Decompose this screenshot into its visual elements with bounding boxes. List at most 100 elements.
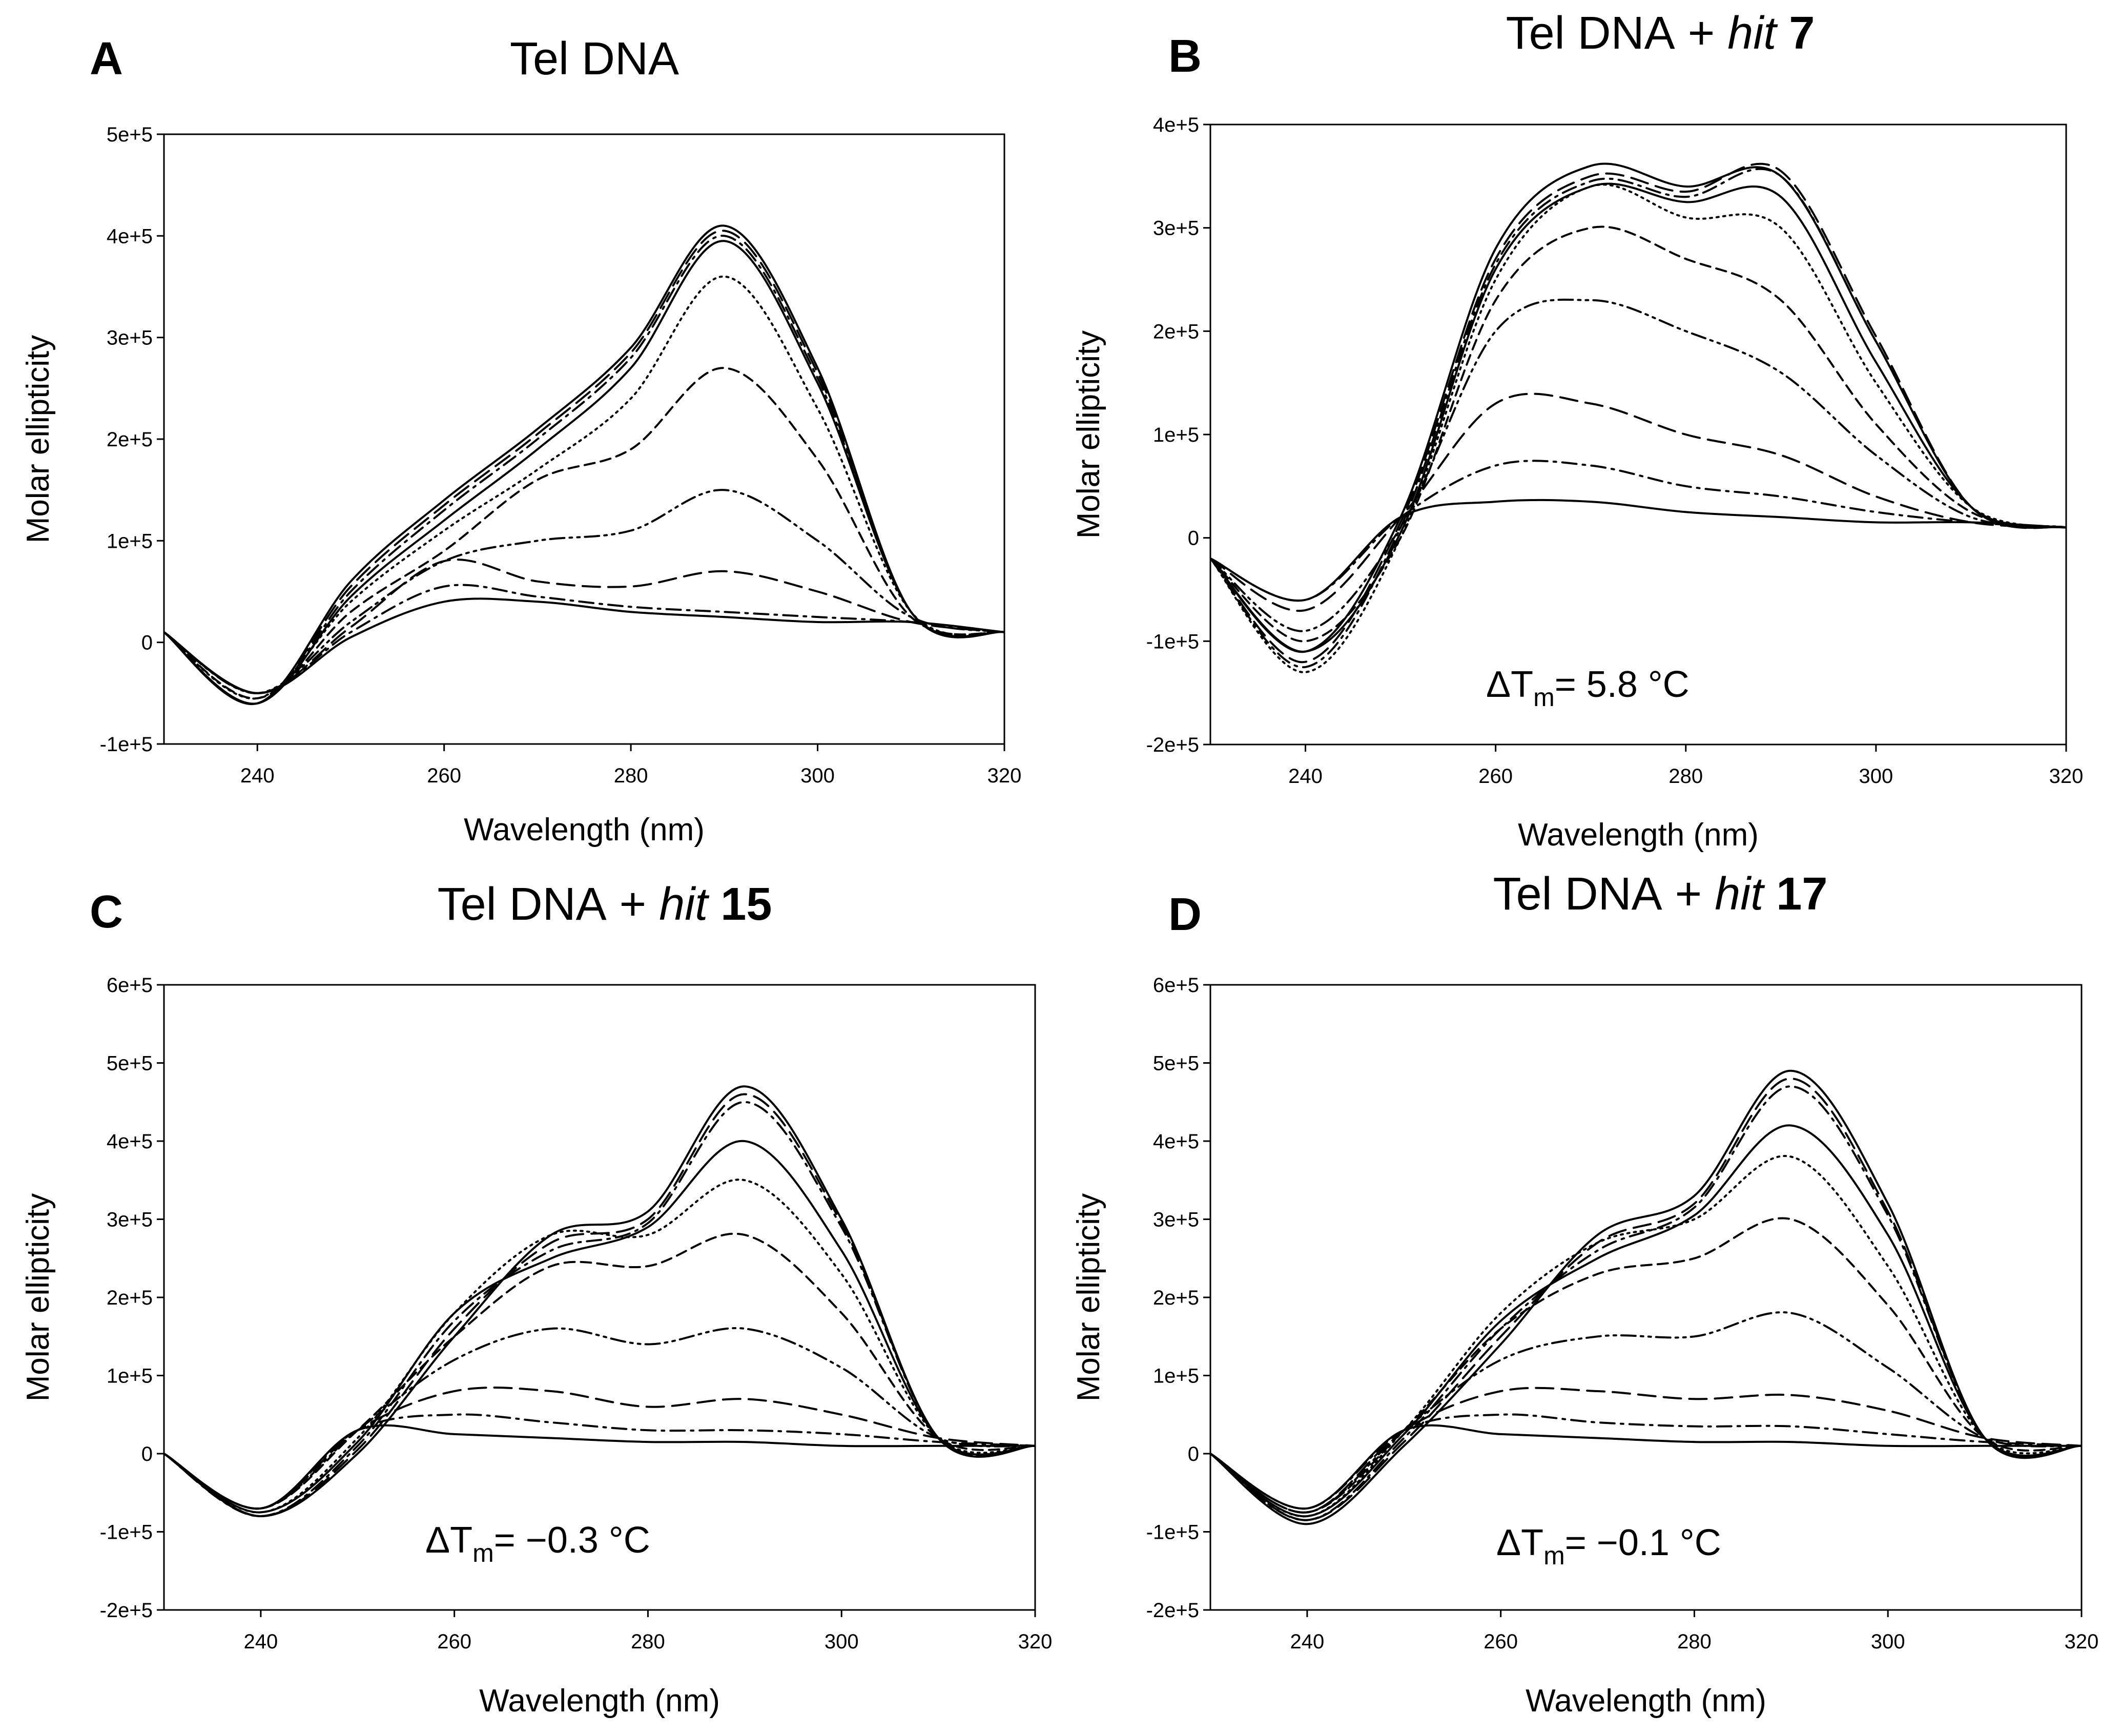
panel-d: D Tel DNA + hit 17 240 260 280 300 320 -2e+5 -1e… [1071, 869, 2098, 1719]
y-tick-label: 2e+5 [1153, 320, 1199, 343]
series-line-6 [1210, 225, 2066, 643]
panel-label: A [90, 33, 123, 85]
y-tick-label: 1e+5 [1153, 424, 1199, 446]
series-line-6 [164, 367, 1004, 699]
y-tick-label: 0 [141, 1443, 153, 1465]
x-tick-label: 280 [1668, 765, 1703, 788]
x-tick-label: 280 [1677, 1630, 1712, 1653]
series-line-5 [1210, 1155, 2082, 1518]
y-axis-label: Molar ellipticity [1071, 330, 1106, 539]
series-group [164, 1085, 1035, 1518]
y-tick-label: 5e+5 [107, 1052, 153, 1075]
series-line-10 [1210, 1424, 2082, 1510]
series-line-9 [1210, 460, 2066, 602]
y-tick-label: 1e+5 [107, 530, 153, 552]
delta-tm-annotation: ΔTm= 5.8 °C [1486, 664, 1690, 712]
series-line-1 [164, 1085, 1035, 1517]
panel-title: Tel DNA [510, 33, 679, 85]
series-line-3 [164, 235, 1004, 705]
series-line-9 [164, 584, 1004, 694]
panel-b: B Tel DNA + hit 7 240 260 280 300 320 -2e+5 -1e+… [1071, 8, 2083, 853]
series-line-7 [1210, 298, 2066, 632]
y-tick-label: 5e+5 [107, 123, 153, 146]
series-line-10 [164, 597, 1004, 694]
x-tick-label: 240 [240, 764, 275, 787]
x-tick-label: 280 [631, 1630, 665, 1653]
series-line-5 [1210, 183, 2066, 673]
x-axis-label: Wavelength (nm) [1518, 817, 1759, 853]
x-tick-label: 300 [825, 1630, 859, 1653]
x-axis-label: Wavelength (nm) [479, 1683, 720, 1719]
y-tick-label: 3e+5 [107, 1209, 153, 1231]
series-line-5 [164, 1179, 1035, 1514]
series-line-4 [164, 1140, 1035, 1514]
series-line-9 [164, 1413, 1035, 1510]
series-line-1 [1210, 1069, 2082, 1525]
y-axis-label: Molar ellipticity [20, 1193, 56, 1402]
x-tick-label: 280 [614, 764, 648, 787]
x-tick-label: 300 [800, 764, 835, 787]
y-tick-label: 6e+5 [107, 974, 153, 997]
y-tick-label: 1e+5 [1153, 1365, 1199, 1388]
x-tick-label: 240 [1288, 765, 1323, 788]
x-axis-label: Wavelength (nm) [464, 812, 705, 848]
panel-c: C Tel DNA + hit 15 240 260 280 300 320 -2e+5 -1e… [20, 879, 1052, 1719]
series-line-3 [164, 1101, 1035, 1518]
y-tick-label: 3e+5 [1153, 217, 1199, 240]
y-tick-label: 4e+5 [107, 225, 153, 247]
series-line-4 [164, 240, 1004, 705]
panel-a: A Tel DNA 240 260 280 300 320 -1e+5 0 1e+5 2e+5 3e+… [20, 33, 1021, 848]
x-axis-label: Wavelength (nm) [1526, 1683, 1766, 1719]
panel-label: D [1168, 889, 1202, 940]
series-group [164, 224, 1004, 706]
y-tick-label: 5e+5 [1153, 1052, 1199, 1075]
y-tick-label: -2e+5 [1146, 734, 1199, 756]
y-tick-label: 1e+5 [107, 1365, 153, 1388]
y-tick-label: 4e+5 [1153, 114, 1199, 136]
y-tick-label: 2e+5 [1153, 1287, 1199, 1309]
x-tick-label: 320 [2049, 765, 2084, 788]
y-tick-label: 0 [1188, 1443, 1199, 1465]
delta-tm-annotation: ΔTm= −0.1 °C [1496, 1522, 1721, 1570]
y-axis-label: Molar ellipticity [1071, 1193, 1106, 1402]
x-tick-label: 260 [1478, 765, 1513, 788]
panel-title: Tel DNA + hit 7 [1506, 8, 1815, 59]
y-tick-label: 3e+5 [107, 327, 153, 349]
y-tick-label: 0 [141, 632, 153, 654]
x-tick-label: 320 [1018, 1630, 1053, 1653]
y-axis-label: Molar ellipticity [20, 335, 56, 544]
series-line-4 [1210, 1124, 2082, 1518]
y-tick-label: -1e+5 [1146, 1521, 1199, 1544]
x-tick-label: 300 [1871, 1630, 1905, 1653]
y-tick-label: 4e+5 [1153, 1130, 1199, 1153]
series-line-6 [1210, 1217, 2082, 1514]
y-tick-label: -1e+5 [100, 1521, 153, 1544]
delta-tm-annotation: ΔTm= −0.3 °C [425, 1520, 650, 1567]
series-line-10 [1210, 499, 2066, 602]
y-tick-label: 4e+5 [107, 1130, 153, 1153]
plot-frame [1209, 984, 2083, 1611]
x-tick-label: 260 [437, 1630, 471, 1653]
plot-frame [163, 133, 1005, 745]
series-line-5 [164, 275, 1004, 700]
series-line-4 [1210, 182, 2066, 653]
series-line-7 [1210, 1311, 2082, 1514]
series-line-2 [164, 1093, 1035, 1518]
series-line-8 [1210, 392, 2066, 612]
y-tick-label: 2e+5 [107, 1287, 153, 1309]
y-tick-label: -1e+5 [1146, 630, 1199, 653]
x-tick-label: 260 [1484, 1630, 1518, 1653]
series-line-8 [1210, 1387, 2082, 1514]
x-tick-label: 320 [2065, 1630, 2099, 1653]
x-tick-label: 320 [987, 764, 1022, 787]
panel-title: Tel DNA + hit 15 [438, 879, 772, 930]
series-line-2 [164, 230, 1004, 705]
plot-frame [1209, 123, 2067, 746]
series-group [1210, 162, 2066, 673]
series-group [1210, 1069, 2082, 1525]
y-tick-label: -1e+5 [100, 733, 153, 756]
series-line-3 [1210, 1085, 2082, 1521]
x-tick-label: 240 [1290, 1630, 1325, 1653]
series-line-7 [164, 1327, 1035, 1510]
plot-frame [163, 984, 1036, 1611]
